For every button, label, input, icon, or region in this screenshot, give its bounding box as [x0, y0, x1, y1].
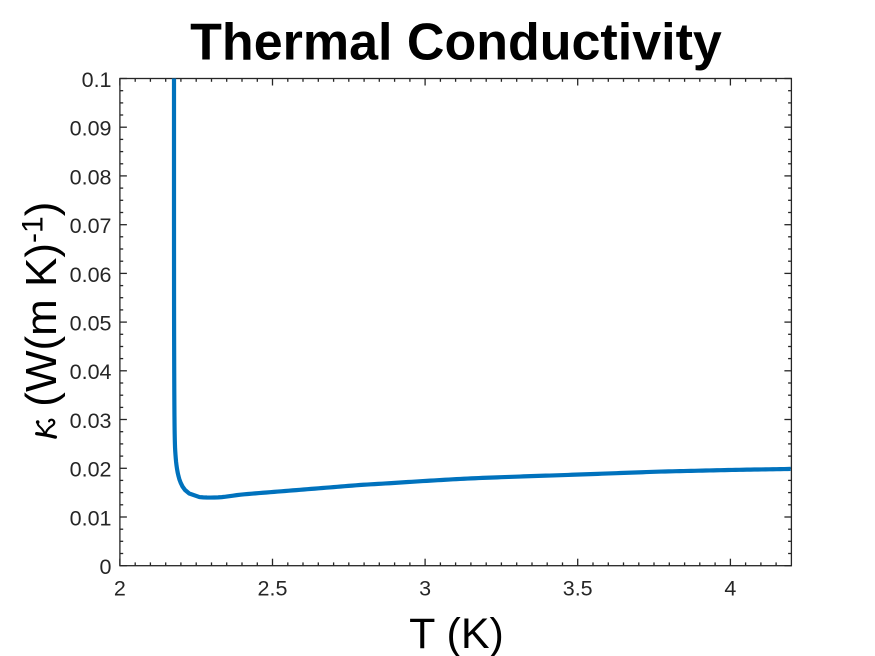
svg-text:2: 2 — [114, 577, 126, 601]
svg-text:0.03: 0.03 — [70, 409, 112, 433]
svg-text:0.04: 0.04 — [70, 360, 112, 384]
svg-text:T (K): T (K) — [409, 610, 504, 656]
svg-text:Thermal Conductivity: Thermal Conductivity — [190, 14, 722, 72]
svg-text:2.5: 2.5 — [258, 577, 288, 601]
svg-text:3: 3 — [419, 577, 431, 601]
svg-text:0.1: 0.1 — [82, 68, 112, 92]
svg-text:0: 0 — [100, 555, 112, 579]
svg-text:0.07: 0.07 — [70, 214, 112, 238]
svg-text:0.09: 0.09 — [70, 117, 112, 141]
svg-text:0.06: 0.06 — [70, 263, 112, 287]
svg-text:0.08: 0.08 — [70, 165, 112, 189]
svg-text:4: 4 — [724, 577, 736, 601]
svg-text:0.05: 0.05 — [70, 312, 112, 336]
svg-text:0.01: 0.01 — [70, 506, 112, 530]
svg-text:3.5: 3.5 — [563, 577, 593, 601]
svg-text:0.02: 0.02 — [70, 458, 112, 482]
